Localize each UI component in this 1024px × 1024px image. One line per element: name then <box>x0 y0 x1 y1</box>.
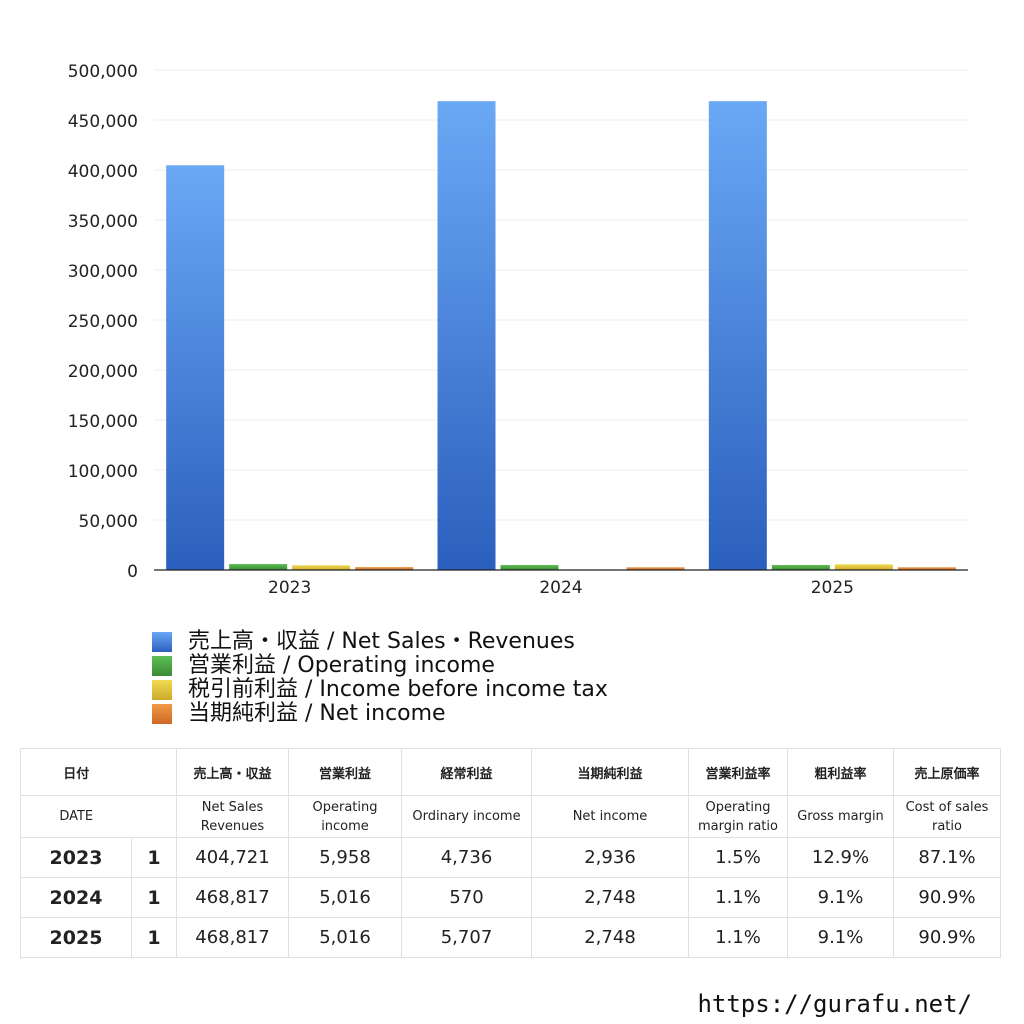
table-header-row-en: DATE Net Sales Revenues Operating income… <box>20 795 1001 838</box>
header-net-sales-en: Net Sales Revenues <box>176 795 289 838</box>
bar-operating-income-2025 <box>771 564 830 570</box>
y-tick-label: 150,000 <box>68 412 138 432</box>
cell-operating-income: 5,016 <box>288 917 402 958</box>
cell-quarter: 1 <box>131 877 177 918</box>
table-row: 2025 1 468,817 5,016 5,707 2,748 1.1% 9.… <box>20 917 1001 958</box>
legend-item: 売上高・収益 / Net Sales・Revenues <box>152 630 608 654</box>
header-ordinary-income-jp: 経常利益 <box>401 748 532 796</box>
y-tick-label: 200,000 <box>68 362 138 382</box>
x-tick-label: 2023 <box>268 578 311 598</box>
header-date-jp: 日付 <box>20 748 132 796</box>
legend-label: 売上高・収益 / Net Sales・Revenues <box>188 629 575 654</box>
legend-item: 当期純利益 / Net income <box>152 702 608 726</box>
legend-swatch-net-sales <box>152 632 172 652</box>
financial-table: 日付 売上高・収益 営業利益 経常利益 当期純利益 営業利益率 粗利益率 売上原… <box>20 748 1001 958</box>
bar-income-before-tax-2023 <box>292 565 351 570</box>
cell-ordinary-income: 4,736 <box>401 837 532 878</box>
legend-label: 当期純利益 / Net income <box>188 701 446 726</box>
legend-label: 営業利益 / Operating income <box>188 653 495 678</box>
header-cost-ratio-jp: 売上原価率 <box>893 748 1001 796</box>
bar-net-sales-2025 <box>708 101 767 571</box>
table-row: 2024 1 468,817 5,016 570 2,748 1.1% 9.1%… <box>20 877 1001 918</box>
y-tick-label: 100,000 <box>68 462 138 482</box>
header-operating-margin-jp: 営業利益率 <box>688 748 788 796</box>
cell-net-income: 2,936 <box>531 837 689 878</box>
cell-gross-margin: 9.1% <box>787 877 894 918</box>
bar-net-sales-2024 <box>437 101 496 571</box>
y-tick-label: 50,000 <box>79 512 138 532</box>
cell-quarter: 1 <box>131 917 177 958</box>
x-tick-label: 2024 <box>539 578 582 598</box>
cell-cost-ratio: 90.9% <box>893 917 1001 958</box>
x-tick-label: 2025 <box>811 578 854 598</box>
bar-net-income-2025 <box>897 567 956 570</box>
header-gross-margin-jp: 粗利益率 <box>787 748 894 796</box>
header-quarter-jp <box>131 748 177 796</box>
cell-gross-margin: 9.1% <box>787 917 894 958</box>
cell-net-sales: 468,817 <box>176 917 289 958</box>
cell-operating-margin: 1.5% <box>688 837 788 878</box>
cell-operating-margin: 1.1% <box>688 877 788 918</box>
bar-net-sales-2023 <box>166 165 225 571</box>
site-credit[interactable]: https://gurafu.net/ <box>697 990 972 1018</box>
header-operating-income-jp: 営業利益 <box>288 748 402 796</box>
cell-cost-ratio: 90.9% <box>893 877 1001 918</box>
cell-year: 2025 <box>20 917 132 958</box>
cell-cost-ratio: 87.1% <box>893 837 1001 878</box>
cell-net-sales: 404,721 <box>176 837 289 878</box>
legend-swatch-operating-income <box>152 656 172 676</box>
y-tick-label: 250,000 <box>68 312 138 332</box>
header-gross-margin-en: Gross margin <box>787 795 894 838</box>
cell-year: 2023 <box>20 837 132 878</box>
header-operating-margin-en: Operating margin ratio <box>688 795 788 838</box>
legend-item: 営業利益 / Operating income <box>152 654 608 678</box>
header-net-income-jp: 当期純利益 <box>531 748 689 796</box>
header-net-sales-jp: 売上高・収益 <box>176 748 289 796</box>
cell-operating-income: 5,958 <box>288 837 402 878</box>
header-date-en: DATE <box>20 795 132 838</box>
header-net-income-en: Net income <box>531 795 689 838</box>
y-tick-label: 500,000 <box>68 62 138 82</box>
cell-year: 2024 <box>20 877 132 918</box>
bar-net-income-2023 <box>355 567 414 570</box>
cell-quarter: 1 <box>131 837 177 878</box>
header-ordinary-income-en: Ordinary income <box>401 795 532 838</box>
bar-operating-income-2023 <box>229 564 288 570</box>
cell-operating-income: 5,016 <box>288 877 402 918</box>
cell-ordinary-income: 5,707 <box>401 917 532 958</box>
legend-swatch-income-before-tax <box>152 680 172 700</box>
legend-swatch-net-income <box>152 704 172 724</box>
y-tick-label: 0 <box>127 562 138 582</box>
header-cost-ratio-en: Cost of sales ratio <box>893 795 1001 838</box>
y-tick-label: 400,000 <box>68 162 138 182</box>
bar-operating-income-2024 <box>500 564 559 570</box>
bar-chart: 0 50,000 100,000 150,000 200,000 250,000 300,0… <box>68 62 968 598</box>
y-tick-label: 300,000 <box>68 262 138 282</box>
table-row: 2023 1 404,721 5,958 4,736 2,936 1.5% 12… <box>20 837 1001 878</box>
cell-net-income: 2,748 <box>531 917 689 958</box>
cell-operating-margin: 1.1% <box>688 917 788 958</box>
legend-label: 税引前利益 / Income before income tax <box>188 677 608 702</box>
cell-ordinary-income: 570 <box>401 877 532 918</box>
header-operating-income-en: Operating income <box>288 795 402 838</box>
table-header-row-jp: 日付 売上高・収益 営業利益 経常利益 当期純利益 営業利益率 粗利益率 売上原… <box>20 748 1001 796</box>
header-quarter-en <box>131 795 177 838</box>
bar-income-before-tax-2025 <box>834 564 893 570</box>
cell-net-income: 2,748 <box>531 877 689 918</box>
bar-net-income-2024 <box>626 567 685 570</box>
y-tick-label: 350,000 <box>68 212 138 232</box>
cell-net-sales: 468,817 <box>176 877 289 918</box>
chart-legend: 売上高・収益 / Net Sales・Revenues 営業利益 / Opera… <box>152 630 608 726</box>
cell-gross-margin: 12.9% <box>787 837 894 878</box>
y-tick-label: 450,000 <box>68 112 138 132</box>
legend-item: 税引前利益 / Income before income tax <box>152 678 608 702</box>
